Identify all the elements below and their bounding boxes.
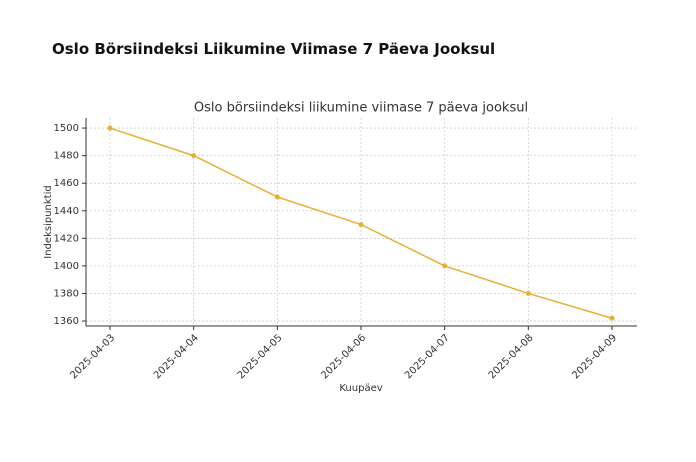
y-tick-label: 1420 [54,233,79,244]
page-title: Oslo Börsiindeksi Liikumine Viimase 7 Pä… [52,40,496,58]
chart-title: Oslo börsiindeksi liikumine viimase 7 pä… [194,101,528,116]
x-tick-label: 2025-04-06 [319,332,368,381]
point [107,125,113,131]
x-tick-label: 2025-04-07 [403,332,452,381]
y-tick-label: 1400 [54,261,79,272]
point [609,315,615,321]
y-tick-label: 1360 [54,316,79,327]
y-tick-label: 1460 [54,178,79,189]
x-axis-label: Kuupäev [339,383,382,394]
point [358,222,364,228]
y-tick-label: 1480 [54,151,79,162]
x-tick-label: 2025-04-03 [68,332,117,381]
y-tick-label: 1440 [54,206,79,217]
x-tick-label: 2025-04-05 [236,332,285,381]
y-tick-label: 1380 [54,288,79,299]
x-tick-label: 2025-04-04 [152,332,201,381]
point [525,290,531,296]
point [191,153,197,159]
point [442,263,448,269]
point [274,194,280,200]
y-tick-label: 1500 [54,123,79,134]
x-tick-label: 2025-04-09 [570,332,619,381]
y-axis-label: Indeksipunktid [43,185,54,258]
x-tick-label: 2025-04-08 [487,332,536,381]
